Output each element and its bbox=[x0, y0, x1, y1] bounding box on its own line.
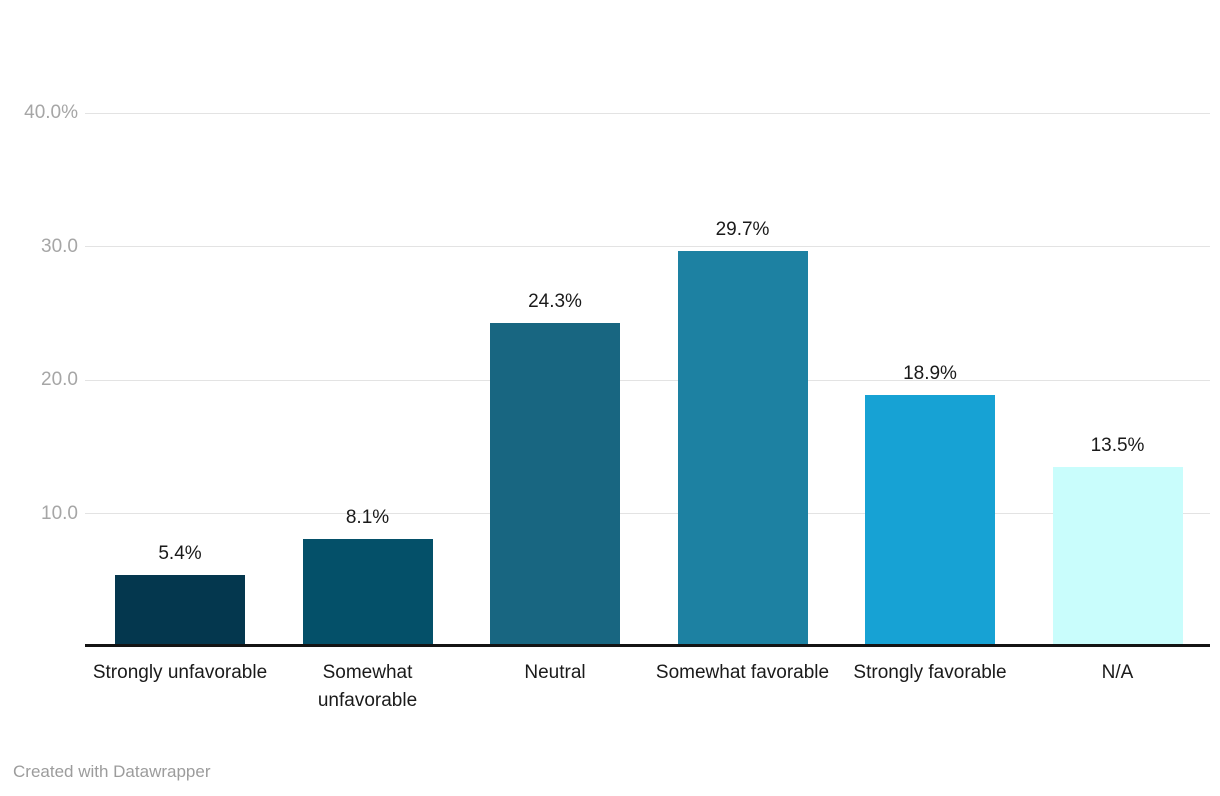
bar-neutral[interactable] bbox=[490, 322, 620, 647]
category-label: N/A bbox=[1101, 662, 1134, 683]
bar-somewhat-favorable[interactable] bbox=[677, 250, 808, 647]
y-axis-tick-label: 30.0 bbox=[41, 235, 78, 257]
y-axis-tick-label: 10.0 bbox=[41, 502, 78, 524]
bar-value-label: 8.1% bbox=[345, 506, 390, 528]
bar-somewhat-unfavorable[interactable] bbox=[302, 538, 433, 647]
gridline bbox=[85, 112, 1210, 114]
y-axis-tick-label: 20.0 bbox=[41, 369, 78, 390]
bar-value-label: 29.7% bbox=[715, 218, 770, 240]
y-axis-tick-label: 40.0% bbox=[24, 102, 78, 123]
gridline bbox=[85, 379, 1210, 381]
bar-strongly-favorable[interactable] bbox=[865, 394, 995, 647]
category-label: Somewhat favorable bbox=[655, 662, 830, 683]
bar-strongly-unfavorable[interactable] bbox=[115, 574, 245, 647]
category-label: Neutral bbox=[524, 662, 586, 683]
datawrapper-attribution-link[interactable]: Created with Datawrapper bbox=[13, 762, 211, 781]
bar-value-label: 5.4% bbox=[158, 542, 202, 564]
gridline bbox=[85, 513, 1210, 514]
x-axis-line bbox=[85, 644, 1210, 647]
category-label: Strongly favorable bbox=[853, 662, 1007, 683]
gridline bbox=[85, 246, 1210, 247]
bar-value-label: 24.3% bbox=[528, 290, 582, 312]
bar-n-a[interactable] bbox=[1052, 466, 1183, 647]
category-label: Somewhat unfavorable bbox=[317, 662, 418, 711]
bar-value-label: 13.5% bbox=[1090, 434, 1145, 456]
bar-value-label: 18.9% bbox=[903, 362, 957, 384]
category-label: Strongly unfavorable bbox=[92, 662, 268, 683]
